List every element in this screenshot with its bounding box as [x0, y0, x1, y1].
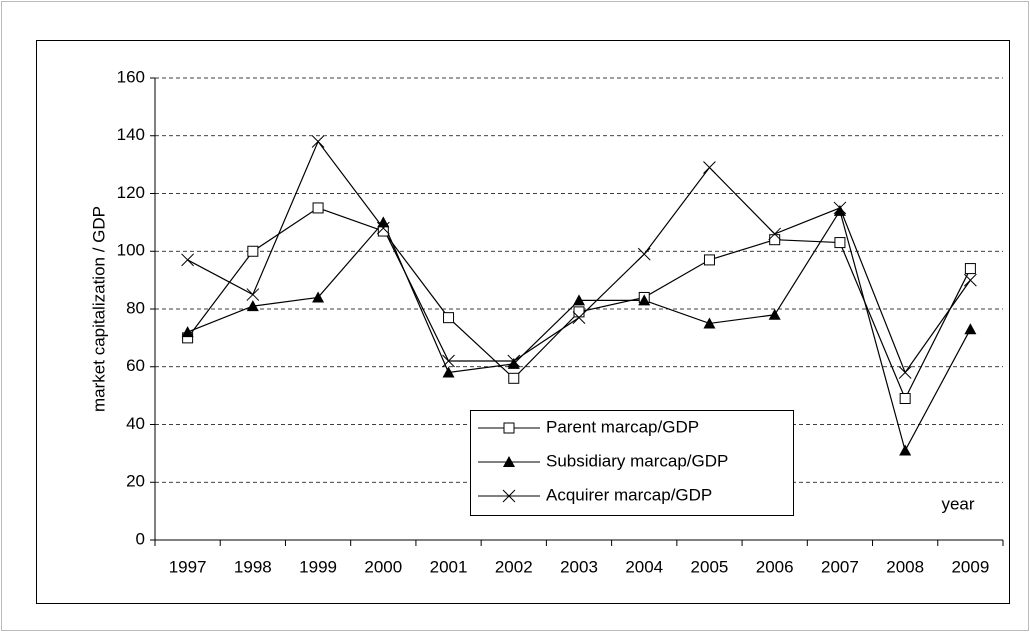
marker-square [503, 422, 515, 434]
marker-triangle [768, 308, 781, 320]
marker-x [181, 253, 194, 267]
x-tick-label: 2001 [430, 557, 468, 576]
marker-triangle [442, 366, 455, 378]
y-tick-label: 120 [117, 183, 145, 202]
marker-square [247, 245, 259, 257]
marker-square [769, 234, 781, 246]
x-tick-label: 1999 [299, 557, 337, 576]
x-tick-label: 2009 [951, 557, 989, 576]
marker-x [898, 366, 912, 379]
marker-square [703, 254, 715, 266]
marker-x [246, 288, 260, 301]
legend-label: Parent marcap/GDP [546, 417, 699, 436]
marker-x [637, 247, 651, 261]
marker-square [312, 202, 324, 214]
marker-triangle [964, 323, 977, 335]
marker-triangle [573, 294, 585, 306]
marker-triangle [899, 444, 912, 456]
marker-triangle [638, 294, 651, 306]
marker-x [768, 227, 782, 241]
y-tick-label: 20 [126, 472, 145, 491]
marker-x [311, 135, 325, 148]
y-tick-label: 140 [117, 125, 145, 144]
marker-x [376, 221, 390, 235]
marker-square [899, 393, 911, 405]
y-tick-label: 80 [126, 298, 145, 317]
marker-triangle [833, 204, 846, 216]
x-tick-label: 2003 [560, 557, 598, 576]
y-tick-label: 40 [126, 414, 145, 433]
chart-frame [36, 40, 1010, 604]
marker-triangle [246, 300, 259, 312]
marker-square [964, 263, 976, 275]
y-tick-label: 160 [117, 67, 145, 86]
x-tick-label: 1998 [234, 557, 272, 576]
x-tick-label: 2002 [495, 557, 533, 576]
marker-x [572, 311, 586, 325]
marker-triangle [507, 357, 520, 369]
marker-x [703, 161, 716, 174]
marker-triangle [503, 456, 515, 467]
marker-x [833, 201, 847, 215]
y-axis-label: market capitalization / GDP [89, 206, 108, 412]
marker-square [508, 372, 520, 384]
x-tick-label: 2008 [886, 557, 924, 576]
legend-label: Acquirer marcap/GDP [546, 485, 712, 504]
marker-square [573, 306, 585, 318]
x-tick-label: 2004 [625, 557, 663, 576]
x-tick-label: 2005 [691, 557, 729, 576]
marker-triangle [181, 326, 194, 338]
y-tick-label: 0 [136, 529, 145, 548]
marker-triangle [312, 291, 325, 303]
legend-label: Subsidiary marcap/GDP [546, 451, 728, 470]
x-tick-label: 2006 [756, 557, 794, 576]
x-tick-label: 1997 [169, 557, 207, 576]
marker-square [443, 312, 455, 324]
x-axis-label: year [941, 494, 974, 513]
marker-x [502, 489, 516, 503]
marker-triangle [703, 317, 716, 329]
marker-x [442, 354, 455, 368]
x-tick-label: 2007 [821, 557, 859, 576]
x-tick-label: 2000 [364, 557, 402, 576]
marker-square [834, 237, 846, 249]
marker-x [964, 273, 977, 287]
y-tick-label: 60 [126, 356, 145, 375]
marker-x [507, 354, 521, 368]
y-tick-label: 100 [117, 241, 145, 260]
